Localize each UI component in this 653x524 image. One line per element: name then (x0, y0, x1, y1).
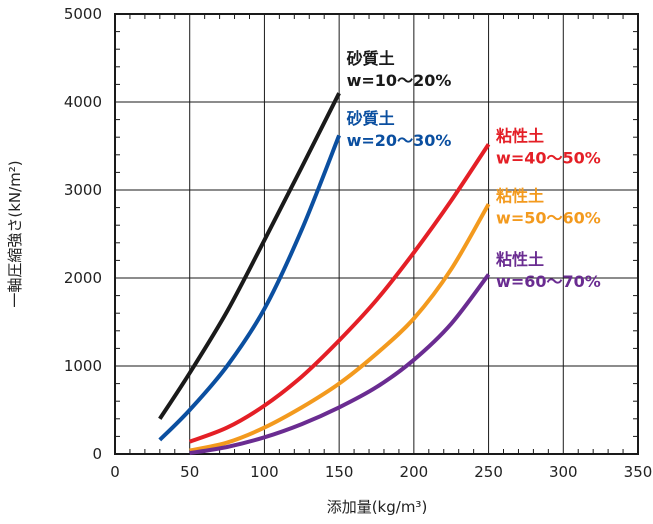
series-label-water-content: w=20～30% (347, 131, 452, 150)
series-label-soil-type: 粘性土 (496, 250, 544, 269)
x-axis-title: 添加量(kg/m³) (327, 498, 428, 516)
plot-area-background (115, 14, 638, 454)
series-line-3 (189, 203, 491, 453)
series-label-water-content: w=40～50% (496, 149, 601, 168)
plot-frame (114, 13, 639, 455)
x-tick-label-350: 350 (624, 463, 653, 481)
series-label-soil-type: 粘性土 (496, 186, 544, 205)
series-label-water-content: w=50～60% (496, 208, 601, 227)
series-line-1 (158, 134, 341, 442)
y-tick-labels: 0 1000 2000 3000 4000 5000 (64, 5, 102, 463)
y-tick-label-5000: 5000 (64, 5, 102, 23)
y-axis-title: 一軸圧縮強さ(kN/m²) (6, 160, 24, 307)
x-tick-label-150: 150 (325, 463, 354, 481)
y-tick-label-3000: 3000 (64, 181, 102, 199)
x-tick-labels: 0 50 100 150 200 250 300 350 (110, 463, 652, 481)
series-line-0 (158, 92, 341, 420)
series-label-4: 粘性土 w=60～70% (496, 250, 601, 291)
x-tick-label-0: 0 (110, 463, 120, 481)
series-label-water-content: w=60～70% (496, 272, 601, 291)
x-tick-label-200: 200 (400, 463, 429, 481)
y-tick-label-2000: 2000 (64, 269, 102, 287)
series-lines (158, 92, 491, 456)
series-line-2 (188, 143, 491, 444)
series-label-2: 粘性土 w=40～50% (496, 127, 601, 168)
x-tick-label-300: 300 (549, 463, 578, 481)
y-tick-label-1000: 1000 (64, 357, 102, 375)
series-label-soil-type: 砂質土 (347, 49, 395, 68)
series-label-water-content: w=10～20% (347, 71, 452, 90)
series-label-0: 砂質土 w=10～20% (347, 49, 452, 90)
grid-lines (115, 14, 638, 454)
series-label-3: 粘性土 w=50～60% (496, 186, 601, 227)
series-line-4 (189, 273, 491, 456)
x-tick-label-50: 50 (180, 463, 199, 481)
series-labels: 砂質土 w=10～20% 砂質土 w=20～30% 粘性土 w=40～50% 粘性土 w=50… (347, 49, 601, 291)
series-label-soil-type: 粘性土 (496, 127, 544, 146)
series-label-soil-type: 砂質土 (347, 109, 395, 128)
y-tick-label-0: 0 (92, 445, 102, 463)
y-tick-label-4000: 4000 (64, 93, 102, 111)
series-label-1: 砂質土 w=20～30% (347, 109, 452, 150)
x-tick-label-250: 250 (474, 463, 503, 481)
x-tick-label-100: 100 (250, 463, 279, 481)
